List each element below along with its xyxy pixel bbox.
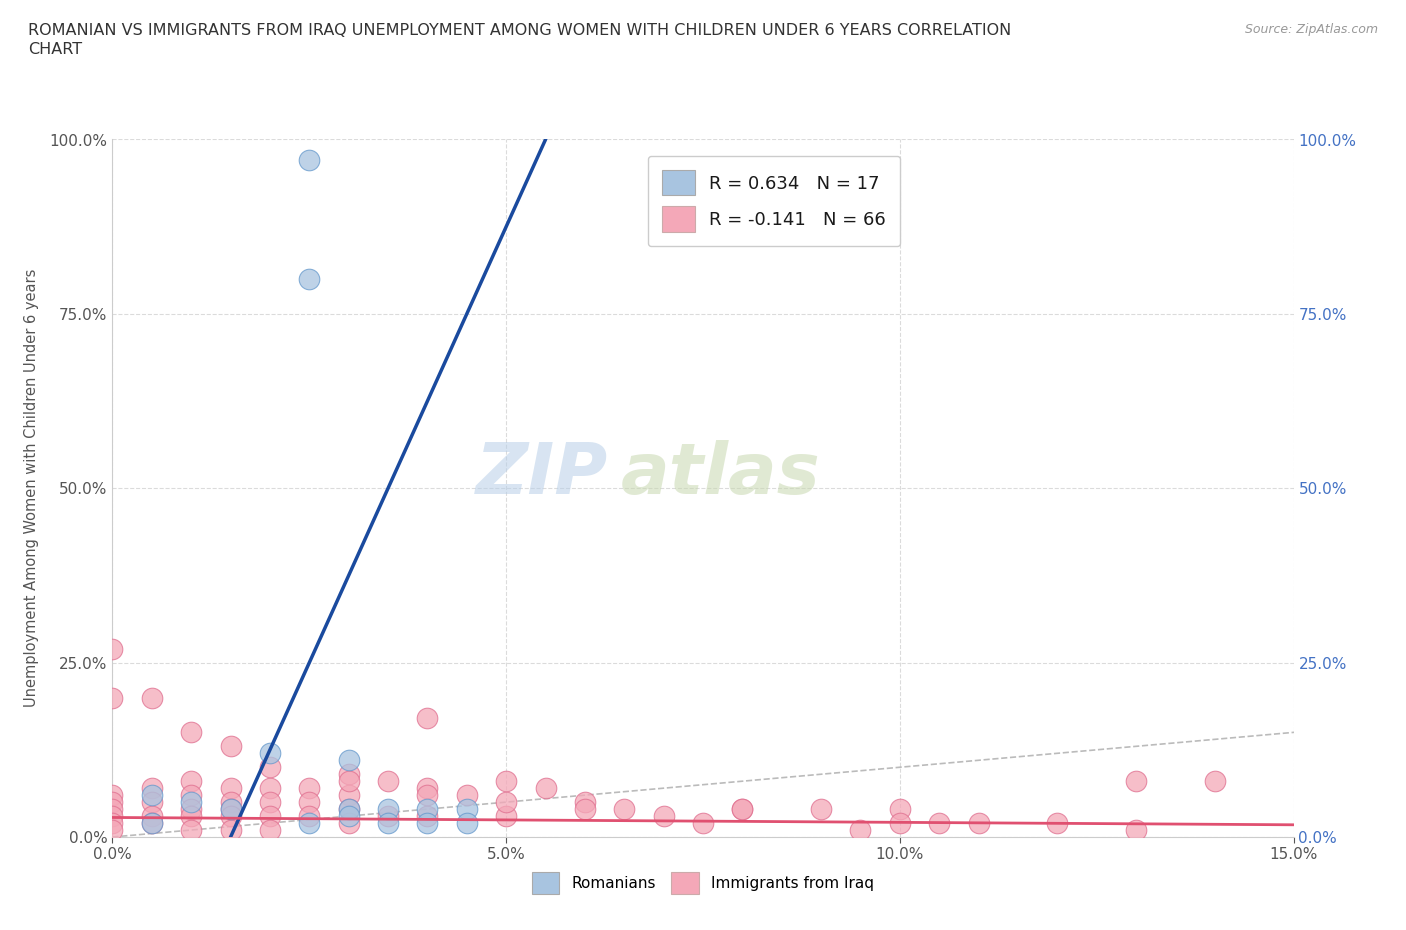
Point: [101, 809, 124, 824]
Point: [180, 774, 202, 789]
Point: [731, 802, 754, 817]
Y-axis label: Unemployment Among Women with Children Under 6 years: Unemployment Among Women with Children U…: [24, 269, 38, 708]
Point: [337, 816, 360, 830]
Point: [377, 802, 399, 817]
Point: [219, 823, 242, 838]
Point: [456, 816, 478, 830]
Point: [889, 816, 911, 830]
Point: [416, 711, 439, 725]
Point: [337, 788, 360, 803]
Point: [377, 809, 399, 824]
Point: [337, 802, 360, 817]
Point: [574, 802, 596, 817]
Point: [337, 766, 360, 781]
Legend: Romanians, Immigrants from Iraq: Romanians, Immigrants from Iraq: [520, 860, 886, 906]
Point: [652, 809, 675, 824]
Point: [219, 802, 242, 817]
Point: [416, 802, 439, 817]
Point: [180, 725, 202, 740]
Point: [101, 788, 124, 803]
Point: [298, 809, 321, 824]
Text: ZIP: ZIP: [477, 440, 609, 509]
Point: [180, 794, 202, 809]
Point: [259, 746, 281, 761]
Point: [141, 788, 163, 803]
Point: [416, 781, 439, 796]
Point: [259, 781, 281, 796]
Text: ROMANIAN VS IMMIGRANTS FROM IRAQ UNEMPLOYMENT AMONG WOMEN WITH CHILDREN UNDER 6 : ROMANIAN VS IMMIGRANTS FROM IRAQ UNEMPLO…: [28, 23, 1011, 38]
Text: Source: ZipAtlas.com: Source: ZipAtlas.com: [1244, 23, 1378, 36]
Point: [1204, 774, 1226, 789]
Point: [692, 816, 714, 830]
Point: [259, 760, 281, 775]
Point: [298, 781, 321, 796]
Point: [1125, 774, 1147, 789]
Point: [141, 794, 163, 809]
Point: [219, 794, 242, 809]
Point: [219, 738, 242, 753]
Point: [141, 781, 163, 796]
Point: [337, 753, 360, 768]
Point: [377, 774, 399, 789]
Point: [259, 809, 281, 824]
Point: [416, 788, 439, 803]
Point: [495, 774, 517, 789]
Point: [101, 802, 124, 817]
Point: [495, 809, 517, 824]
Point: [298, 153, 321, 168]
Text: CHART: CHART: [28, 42, 82, 57]
Point: [219, 781, 242, 796]
Point: [298, 816, 321, 830]
Point: [259, 794, 281, 809]
Point: [810, 802, 832, 817]
Point: [456, 802, 478, 817]
Point: [180, 788, 202, 803]
Point: [337, 774, 360, 789]
Point: [613, 802, 636, 817]
Point: [298, 272, 321, 286]
Point: [377, 816, 399, 830]
Point: [141, 816, 163, 830]
Point: [495, 794, 517, 809]
Point: [298, 794, 321, 809]
Point: [101, 816, 124, 830]
Point: [928, 816, 950, 830]
Point: [337, 802, 360, 817]
Point: [889, 802, 911, 817]
Point: [456, 788, 478, 803]
Point: [849, 823, 872, 838]
Point: [337, 809, 360, 824]
Point: [101, 794, 124, 809]
Point: [101, 690, 124, 705]
Point: [967, 816, 990, 830]
Point: [101, 642, 124, 657]
Point: [574, 794, 596, 809]
Point: [1125, 823, 1147, 838]
Point: [180, 823, 202, 838]
Point: [141, 816, 163, 830]
Point: [219, 809, 242, 824]
Point: [416, 809, 439, 824]
Text: atlas: atlas: [620, 440, 820, 509]
Point: [101, 823, 124, 838]
Point: [416, 816, 439, 830]
Point: [731, 802, 754, 817]
Point: [1046, 816, 1069, 830]
Point: [259, 823, 281, 838]
Point: [141, 809, 163, 824]
Point: [180, 809, 202, 824]
Point: [219, 802, 242, 817]
Point: [180, 802, 202, 817]
Point: [141, 690, 163, 705]
Point: [534, 781, 557, 796]
